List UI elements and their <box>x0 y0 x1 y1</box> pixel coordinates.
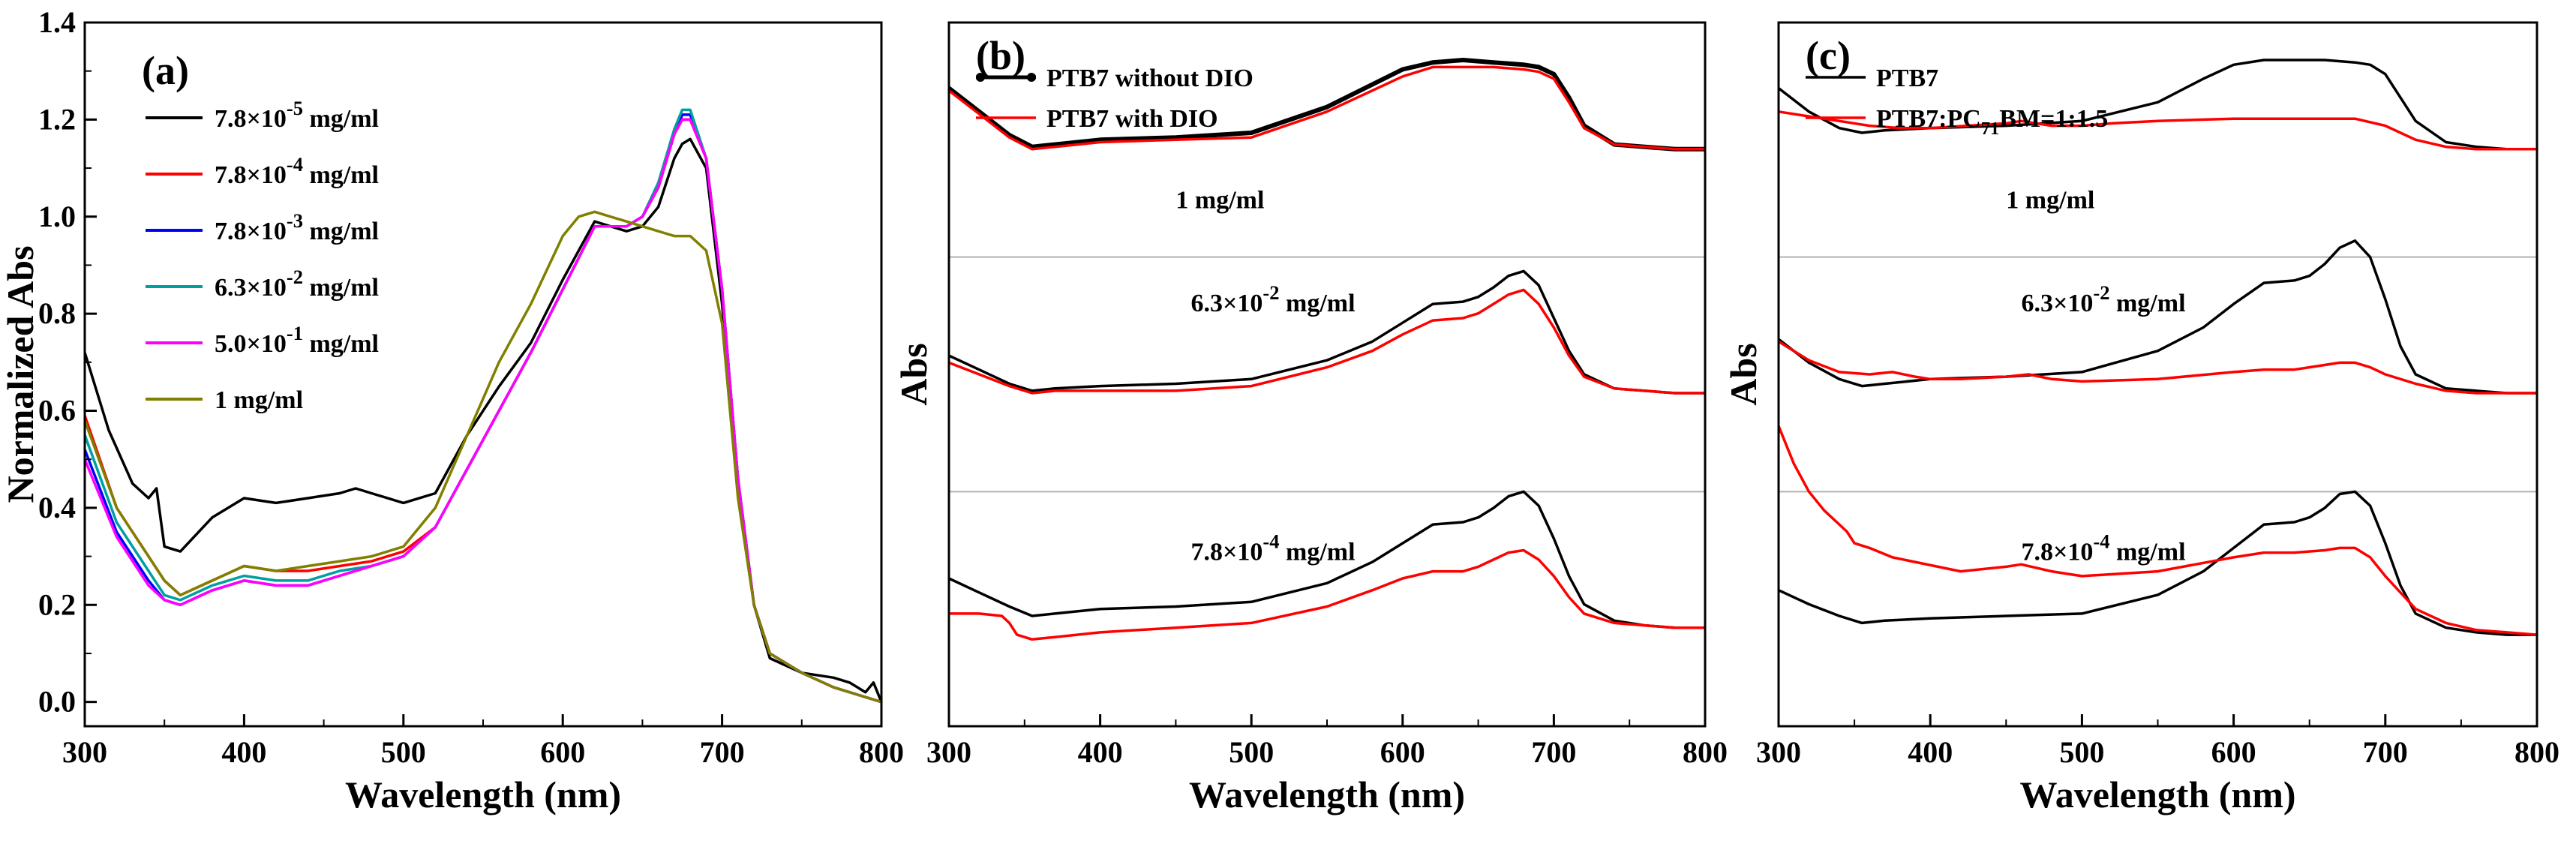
panel-label: (a) <box>142 48 189 93</box>
x-tick-label: 700 <box>2363 735 2408 769</box>
series-line-c-1-0 <box>1777 239 2537 395</box>
x-tick-label: 800 <box>2514 735 2559 769</box>
series-line-a-4 <box>83 118 882 704</box>
x-tick-label: 500 <box>2059 735 2104 769</box>
plot-frame <box>83 21 883 728</box>
series-line-a-0 <box>83 137 883 703</box>
x-tick-label: 300 <box>926 735 971 769</box>
series-line-b-1-0 <box>948 269 1705 395</box>
series-line-c-0-0 <box>1777 59 2537 151</box>
y-tick-label: 1.4 <box>38 5 76 39</box>
series-line-b-2-0 <box>948 490 1705 629</box>
x-tick-label: 700 <box>700 735 745 769</box>
legend-marker <box>976 73 985 82</box>
legend-label: 7.8×10-5 mg/ml <box>215 97 379 133</box>
x-tick-label: 500 <box>1229 735 1274 769</box>
y-tick-label: 0.2 <box>38 587 76 621</box>
series-line-a-2 <box>83 113 882 704</box>
concentration-label: 6.3×10-2 mg/ml <box>1191 281 1356 317</box>
concentration-label: 1 mg/ml <box>2006 187 2094 215</box>
y-axis-title: Abs <box>893 343 935 405</box>
panel-c: 1 mg/ml 6.3×10-2 mg/ml 7.8×10-4 mg/ml 300 40… <box>1722 21 2559 815</box>
x-axis-title: Wavelength (nm) <box>2019 773 2295 815</box>
y-tick-label: 1.2 <box>38 102 76 136</box>
legend-marker <box>1027 73 1036 82</box>
series-line-b-0-1 <box>947 65 1705 151</box>
x-tick-label: 600 <box>2211 735 2256 769</box>
x-tick-label: 500 <box>381 735 426 769</box>
x-tick-label: 400 <box>1908 735 1953 769</box>
x-tick-label: 600 <box>1380 735 1425 769</box>
series-line-c-1-1 <box>1778 340 2537 395</box>
legend-label: PTB7:PC71BM=1:1.5 <box>1876 105 2108 139</box>
series-line-c-2-1 <box>1777 425 2538 636</box>
legend-label: 7.8×10-3 mg/ml <box>215 209 379 245</box>
series-line-b-2-1 <box>949 548 1705 641</box>
y-axis-title: Normalized Abs <box>0 245 41 503</box>
x-tick-label: 600 <box>540 735 585 769</box>
concentration-label: 7.8×10-4 mg/ml <box>2022 530 2186 566</box>
panel-b: 1 mg/ml 6.3×10-2 mg/ml 7.8×10-4 mg/ml 300 40… <box>893 21 1728 815</box>
y-tick-label: 0.8 <box>38 296 76 330</box>
legend-label: 1 mg/ml <box>215 386 303 414</box>
y-tick-label: 0.0 <box>38 685 76 719</box>
x-tick-label: 700 <box>1531 735 1576 769</box>
concentration-label: 7.8×10-4 mg/ml <box>1191 530 1356 566</box>
series-line-c-0-1 <box>1778 110 2537 151</box>
legend-label: 7.8×10-4 mg/ml <box>215 153 379 189</box>
x-tick-label: 800 <box>1683 735 1728 769</box>
x-tick-label: 300 <box>1756 735 1801 769</box>
panel-label: (b) <box>976 33 1025 78</box>
concentration-label: 1 mg/ml <box>1175 187 1264 215</box>
legend-label: 5.0×10-1 mg/ml <box>215 322 379 358</box>
legend-label: PTB7 <box>1876 65 1938 92</box>
x-tick-label: 300 <box>62 735 107 769</box>
y-tick-label: 0.4 <box>38 491 76 524</box>
x-tick-label: 800 <box>859 735 904 769</box>
x-axis-title: Wavelength (nm) <box>1189 773 1465 815</box>
y-axis-title: Abs <box>1722 343 1764 405</box>
series-line-b-1-1 <box>948 288 1705 395</box>
x-axis-title: Wavelength (nm) <box>345 773 621 815</box>
series-line-a-5 <box>83 210 882 704</box>
y-tick-label: 1.0 <box>38 200 76 233</box>
legend-label: PTB7 with DIO <box>1046 105 1218 133</box>
panel-a: 0.0 0.2 0.4 0.6 0.8 1.0 1.2 1.4 300 400 500 600 700 8… <box>0 5 904 815</box>
x-tick-label: 400 <box>1078 735 1123 769</box>
series-line-c-2-0 <box>1778 490 2537 636</box>
panel-label: (c) <box>1806 33 1851 78</box>
series-line-a-3 <box>83 108 882 704</box>
x-tick-label: 400 <box>221 735 266 769</box>
legend-label: PTB7 without DIO <box>1046 65 1253 92</box>
legend-label: 6.3×10-2 mg/ml <box>215 266 379 302</box>
y-tick-label: 0.6 <box>38 394 76 428</box>
concentration-label: 6.3×10-2 mg/ml <box>2022 281 2186 317</box>
